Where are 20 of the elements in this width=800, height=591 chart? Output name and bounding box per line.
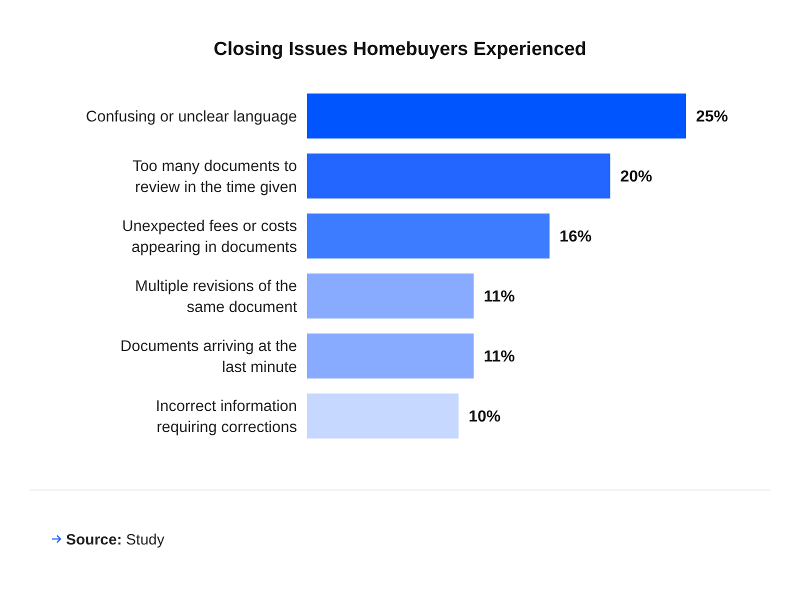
data-label: 10% bbox=[468, 408, 501, 426]
y-tick-label: Too many documents to review in the time given bbox=[132, 158, 297, 196]
source-note: Source: Study bbox=[66, 531, 165, 548]
data-label: 11% bbox=[484, 288, 515, 306]
bar bbox=[307, 154, 610, 198]
y-tick-label: Incorrect information requiring corrections bbox=[156, 398, 298, 436]
bar bbox=[307, 214, 550, 258]
y-tick-label: Documents arriving at the last minute bbox=[120, 338, 297, 376]
y-tick-label: Multiple revisions of the same document bbox=[135, 278, 298, 316]
bar bbox=[307, 94, 686, 138]
data-label: 16% bbox=[560, 228, 592, 246]
bar bbox=[307, 394, 459, 438]
y-tick-label: Confusing or unclear language bbox=[86, 108, 297, 126]
bar bbox=[307, 334, 474, 378]
y-tick-label: Unexpected fees or costs appearing in documents bbox=[122, 218, 298, 256]
data-label: 20% bbox=[620, 168, 652, 186]
bar bbox=[307, 274, 474, 318]
chart-title: Closing Issues Homebuyers Experienced bbox=[214, 39, 586, 60]
data-label: 25% bbox=[696, 108, 728, 126]
data-label: 11% bbox=[484, 348, 515, 366]
